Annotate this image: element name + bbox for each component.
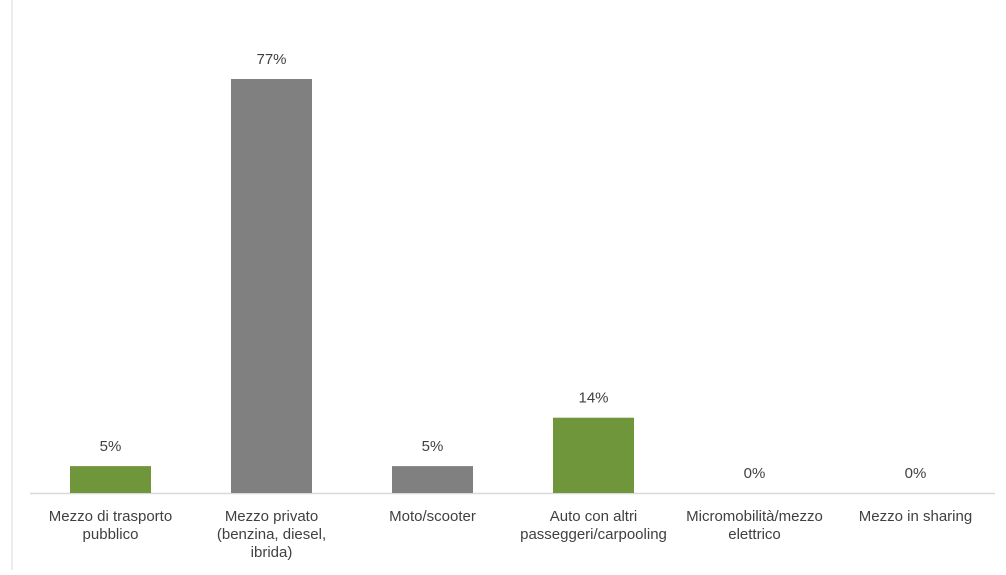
value-label-4: 0%: [744, 465, 766, 482]
value-label-2: 5%: [422, 438, 444, 455]
category-labels-group: Mezzo di trasporto pubblico Mezzo privato(…: [49, 508, 972, 561]
category-label-line: elettrico: [728, 526, 781, 543]
category-label-line: Mezzo di trasporto: [49, 508, 172, 525]
category-label-line: Mezzo in sharing: [859, 508, 972, 525]
value-label-3: 14%: [578, 390, 608, 407]
category-label-line: (benzina, diesel,: [217, 526, 326, 543]
bar-3: [553, 417, 634, 493]
category-label-0: Mezzo di trasporto pubblico: [49, 508, 172, 543]
value-label-0: 5%: [100, 438, 122, 455]
category-label-line: passeggeri/carpooling: [520, 526, 667, 543]
category-label-4: Micromobilità/mezzo elettrico: [686, 508, 823, 543]
value-label-1: 77%: [256, 51, 286, 68]
bar-0: [70, 466, 151, 493]
value-label-5: 0%: [905, 465, 927, 482]
category-label-1: Mezzo privato (benzina, diesel, ibrida): [217, 508, 326, 561]
bar-2: [392, 466, 473, 493]
value-labels-group: 5% 77% 5% 14% 0% 0%: [100, 51, 927, 482]
bars-group: [70, 79, 634, 493]
category-label-line: ibrida): [251, 544, 293, 561]
category-label-line: Mezzo privato: [225, 508, 318, 525]
category-label-line: Micromobilità/mezzo: [686, 508, 823, 525]
category-label-2: Moto/scooter: [389, 508, 476, 525]
category-label-3: Auto con altri passeggeri/carpooling: [520, 508, 667, 543]
category-label-line: Moto/scooter: [389, 508, 476, 525]
bar-1: [231, 79, 312, 493]
category-label-line: Auto con altri: [550, 508, 638, 525]
category-label-line: pubblico: [83, 526, 139, 543]
category-label-5: Mezzo in sharing: [859, 508, 972, 525]
